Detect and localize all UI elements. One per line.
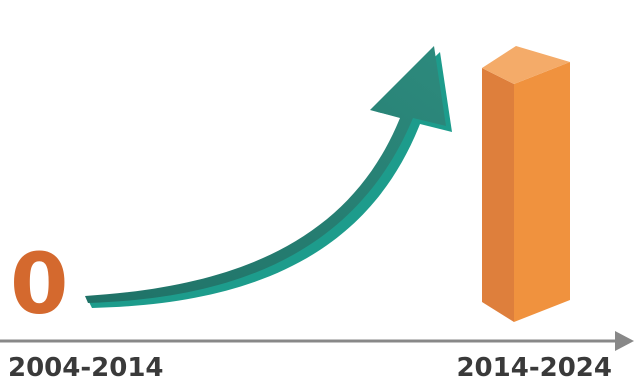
value-label-2004-2014: 0 xyxy=(10,235,68,333)
bars-group xyxy=(482,46,570,322)
bar-side-2014-2024 xyxy=(482,68,514,322)
value-label-2014-2024: 1300 xyxy=(373,0,607,16)
x-tick-label-2004-2014: 2004-2014 xyxy=(8,353,164,383)
x-tick-label-2014-2024: 2014-2024 xyxy=(456,353,612,383)
bar-top-2014-2024 xyxy=(482,46,570,84)
x-axis-arrowhead-icon xyxy=(615,331,634,351)
bar-2014-2024 xyxy=(514,62,570,322)
trend-arrow-shape xyxy=(85,46,446,303)
trend-arrow-icon xyxy=(85,46,452,308)
